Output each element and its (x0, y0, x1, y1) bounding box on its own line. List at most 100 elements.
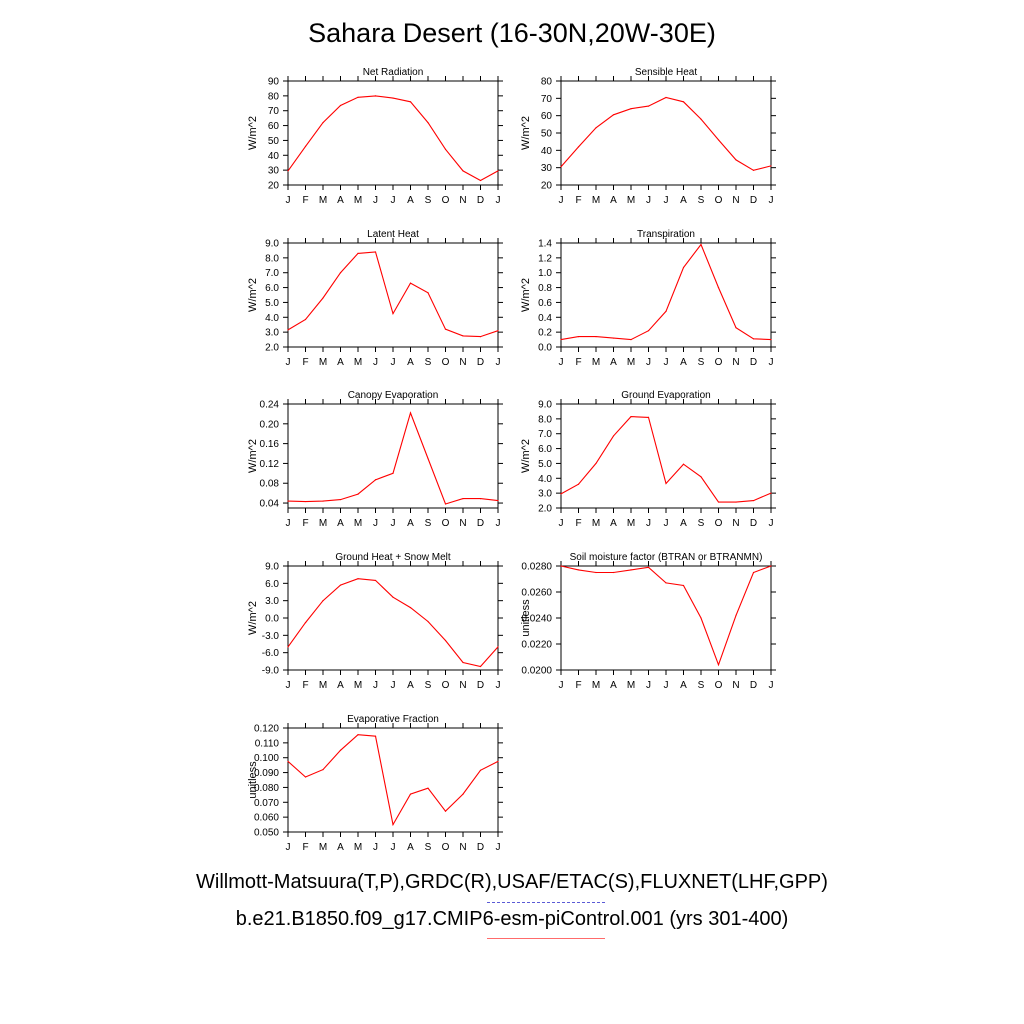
y-tick-label: 30 (268, 166, 280, 177)
x-tick-label: F (302, 195, 308, 206)
y-tick-label: 3.0 (538, 489, 552, 500)
data-point (752, 499, 755, 502)
y-tick-label: 80 (268, 91, 280, 102)
data-point (595, 462, 597, 465)
x-tick-label: A (407, 195, 414, 206)
data-point (647, 416, 650, 418)
x-tick-label: O (442, 680, 450, 691)
data-point (735, 614, 737, 617)
data-point (339, 584, 342, 586)
data-point (392, 97, 394, 99)
data-point (479, 497, 482, 500)
x-tick-label: S (698, 195, 705, 206)
y-axis-label: W/m^2 (247, 601, 259, 635)
data-point (752, 338, 755, 340)
y-axis-label: W/m^2 (520, 116, 532, 150)
x-tick-label: A (407, 518, 414, 529)
x-tick-label: S (425, 518, 432, 529)
x-tick-label: F (302, 518, 308, 529)
y-tick-label: -3.0 (262, 631, 280, 642)
x-tick-label: J (373, 195, 378, 206)
x-tick-label: O (442, 195, 450, 206)
y-axis-label: W/m^2 (247, 278, 259, 312)
x-tick-label: J (769, 680, 774, 691)
data-point (374, 579, 377, 582)
data-point (665, 482, 667, 485)
data-point (665, 582, 667, 584)
chart-panel-6: Ground Evaporation 2.0 3.0 4.0 5.0 6.0 7.0 8.0 9… (520, 390, 776, 529)
data-point (427, 292, 429, 294)
data-point (752, 571, 755, 574)
x-tick-label: M (592, 518, 600, 529)
y-tick-label: 0.6 (538, 298, 552, 309)
x-tick-label: J (496, 518, 501, 529)
data-point (665, 310, 667, 312)
y-tick-label: 7.0 (265, 268, 279, 279)
data-point (497, 760, 499, 763)
data-point (735, 327, 737, 329)
y-tick-label: 0.090 (254, 768, 279, 779)
y-tick-label: 90 (268, 77, 280, 88)
series-line-1 (560, 565, 772, 667)
x-tick-label: M (592, 680, 600, 691)
data-point (612, 435, 615, 437)
x-tick-label: J (664, 680, 669, 691)
x-tick-label: N (732, 357, 739, 368)
data-point (577, 569, 580, 571)
data-point (409, 412, 412, 414)
series-line-1 (560, 96, 772, 171)
data-point (630, 108, 632, 110)
y-tick-label: 20 (541, 181, 553, 192)
x-tick-label: A (407, 680, 414, 691)
y-tick-label: 0.12 (260, 459, 280, 470)
data-point (700, 243, 702, 246)
y-tick-label: 0.060 (254, 813, 279, 824)
x-tick-label: J (373, 518, 378, 529)
data-point (700, 118, 702, 120)
x-tick-label: O (442, 518, 450, 529)
x-tick-label: A (407, 842, 414, 853)
panel-title: Net Radiation (363, 67, 424, 78)
panel-title: Latent Heat (367, 229, 419, 240)
x-tick-label: J (646, 195, 651, 206)
y-tick-label: 8.0 (265, 253, 279, 264)
data-point (287, 329, 289, 331)
data-point (427, 787, 429, 789)
y-tick-label: 0.0220 (521, 640, 552, 651)
x-tick-label: M (354, 680, 362, 691)
x-tick-label: M (319, 518, 327, 529)
data-point (357, 734, 359, 736)
data-point (497, 330, 499, 332)
x-tick-label: A (680, 195, 687, 206)
x-tick-label: A (337, 195, 344, 206)
x-tick-label: F (302, 680, 308, 691)
data-point (304, 776, 307, 778)
y-tick-label: 0.110 (255, 738, 280, 749)
y-tick-label: 0.2 (538, 328, 552, 339)
data-point (287, 760, 289, 763)
y-tick-label: 0.070 (254, 798, 279, 809)
data-point (409, 793, 412, 795)
data-point (427, 457, 429, 460)
x-tick-label: M (354, 357, 362, 368)
y-tick-label: 0.080 (254, 783, 279, 794)
x-tick-label: J (391, 842, 396, 853)
x-tick-label: M (627, 518, 635, 529)
data-point (577, 336, 580, 338)
x-tick-label: A (337, 680, 344, 691)
data-point (630, 416, 632, 418)
x-tick-label: D (750, 680, 757, 691)
data-point (287, 170, 289, 172)
y-tick-label: 40 (268, 151, 280, 162)
data-point (374, 735, 377, 737)
plot-frame (287, 80, 499, 186)
data-point (392, 312, 394, 315)
chart-panel-5: Canopy Evaporation 0.04 0.08 0.12 0.16 0.20 0.… (247, 390, 503, 529)
data-point (595, 571, 597, 574)
data-point (409, 101, 412, 103)
x-tick-label: M (627, 195, 635, 206)
data-point (560, 493, 562, 495)
y-tick-label: 20 (268, 181, 280, 192)
data-point (479, 179, 482, 182)
data-point (770, 492, 772, 494)
